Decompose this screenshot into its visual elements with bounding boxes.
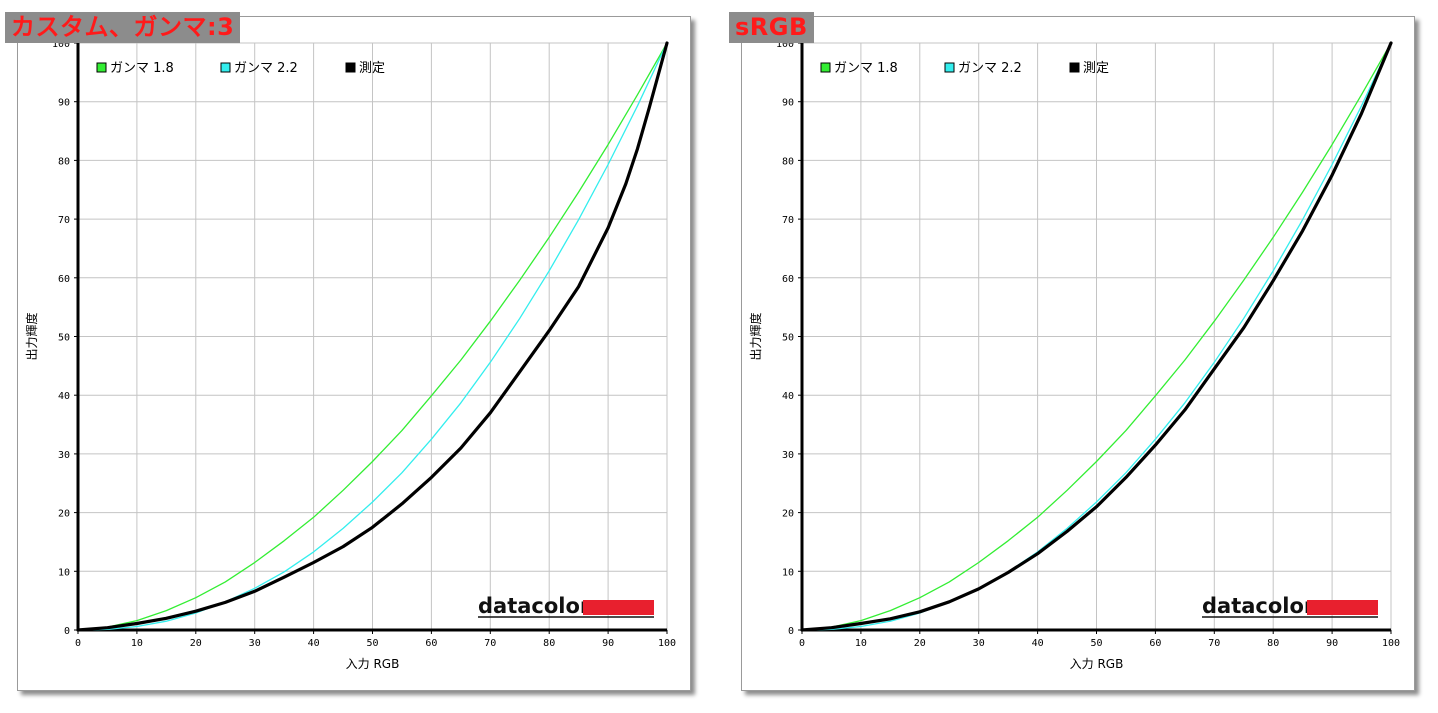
y-tick-label: 10 [782, 567, 794, 578]
grid [78, 42, 668, 630]
y-tick-label: 80 [782, 156, 794, 167]
series-line-0 [801, 42, 1392, 631]
y-tick-label: 50 [58, 333, 70, 344]
x-tick-label: 30 [249, 638, 261, 649]
y-axis-title: 出力輝度 [748, 312, 763, 360]
x-tick-label: 60 [1149, 638, 1161, 649]
x-tick-label: 10 [855, 638, 867, 649]
x-tick-label: 30 [973, 638, 985, 649]
x-axis-title: 入力 RGB [346, 657, 400, 671]
legend-label: 測定 [1083, 61, 1109, 76]
y-tick-label: 70 [58, 215, 70, 226]
panel-tag: sRGB [729, 12, 814, 43]
chart-panel-srgb: sRGB 0 10 20 30 40 50 60 70 80 90 100 0 10 20 30 40 50 60… [729, 12, 1415, 691]
x-tick-label: 70 [1208, 638, 1220, 649]
x-tick-label: 70 [484, 638, 496, 649]
series-line-1 [801, 42, 1392, 631]
legend-label: ガンマ 2.2 [958, 61, 1022, 76]
legend-swatch [820, 62, 831, 73]
panel-tag: カスタム、ガンマ:3 [5, 12, 241, 43]
legend-swatch [345, 62, 356, 73]
x-tick-label: 60 [425, 638, 437, 649]
x-tick-label: 90 [602, 638, 614, 649]
y-tick-label: 100 [776, 39, 794, 50]
x-tick-label: 40 [308, 638, 320, 649]
datacolor-logo: datacolor [1202, 594, 1378, 618]
x-tick-label: 20 [914, 638, 926, 649]
y-tick-label: 90 [782, 98, 794, 109]
chart-panel-custom-gamma: カスタム、ガンマ:3 0 10 20 30 40 50 60 70 80 90 100 0 10 20 30… [5, 12, 691, 691]
x-tick-label: 50 [1090, 638, 1102, 649]
x-tick-label: 100 [1382, 638, 1400, 649]
logo-text: datacolor [478, 594, 591, 618]
x-tick-label: 40 [1032, 638, 1044, 649]
logo-red-bar [1307, 600, 1378, 615]
y-tick-label: 50 [782, 333, 794, 344]
x-tick-label: 0 [75, 638, 81, 649]
series-line-2 [800, 41, 1393, 632]
series-line-0 [77, 42, 668, 631]
y-tick-label: 30 [782, 450, 794, 461]
series-line-1 [77, 42, 668, 631]
x-tick-label: 90 [1326, 638, 1338, 649]
y-tick-label: 20 [58, 509, 70, 520]
legend-swatch [96, 62, 107, 73]
legend: ガンマ 1.8 ガンマ 2.2 測定 [820, 61, 1109, 76]
grid [802, 42, 1392, 630]
legend-label: 測定 [359, 61, 385, 76]
y-tick-label: 10 [58, 567, 70, 578]
logo-text: datacolor [1202, 594, 1315, 618]
y-tick-label: 60 [782, 274, 794, 285]
x-tick-label: 80 [1267, 638, 1279, 649]
y-tick-label: 40 [58, 391, 70, 402]
y-tick-label: 90 [58, 98, 70, 109]
y-tick-label: 40 [782, 391, 794, 402]
y-tick-label: 100 [52, 39, 70, 50]
y-tick-label: 20 [782, 509, 794, 520]
legend-label: ガンマ 1.8 [110, 61, 174, 76]
y-tick-label: 70 [782, 215, 794, 226]
y-tick-label: 0 [64, 626, 70, 637]
legend-label: ガンマ 2.2 [234, 61, 298, 76]
x-tick-label: 100 [658, 638, 676, 649]
datacolor-logo: datacolor [478, 594, 654, 618]
legend-swatch [944, 62, 955, 73]
x-tick-label: 10 [131, 638, 143, 649]
x-tick-label: 50 [366, 638, 378, 649]
x-tick-label: 0 [799, 638, 805, 649]
x-tick-label: 20 [190, 638, 202, 649]
legend-label: ガンマ 1.8 [834, 61, 898, 76]
y-tick-label: 30 [58, 450, 70, 461]
y-axis-title: 出力輝度 [24, 312, 39, 360]
legend-swatch [1069, 62, 1080, 73]
gamma-chart: 0 10 20 30 40 50 60 70 80 90 100 0 10 20 30 40 50 60 70 80 9… [24, 39, 676, 671]
y-tick-label: 0 [788, 626, 794, 637]
logo-red-bar [583, 600, 654, 615]
x-tick-label: 80 [543, 638, 555, 649]
x-axis-title: 入力 RGB [1070, 657, 1124, 671]
series-line-2 [76, 41, 669, 632]
legend-swatch [220, 62, 231, 73]
y-tick-label: 80 [58, 156, 70, 167]
y-tick-label: 60 [58, 274, 70, 285]
gamma-chart: 0 10 20 30 40 50 60 70 80 90 100 0 10 20 30 40 50 60 70 80 9… [748, 39, 1400, 671]
legend: ガンマ 1.8 ガンマ 2.2 測定 [96, 61, 385, 76]
